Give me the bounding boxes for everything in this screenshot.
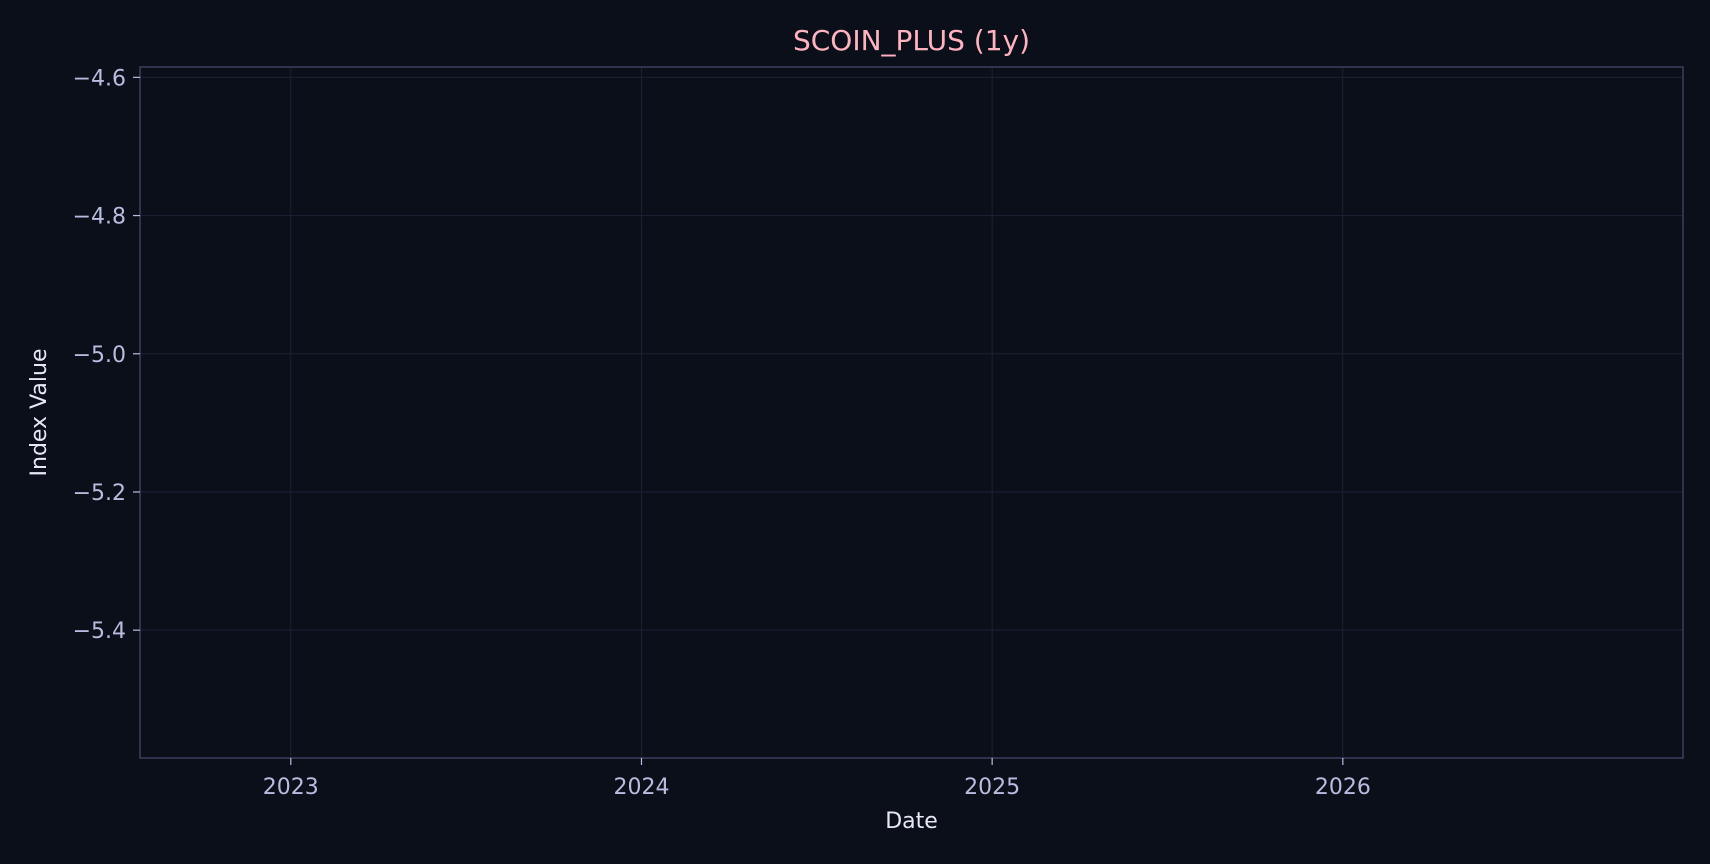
- y-axis: −4.6 −4.8 −5.0 −5.2 −5.4: [73, 66, 140, 644]
- y-tick-label: −4.6: [73, 66, 126, 91]
- plot-frame: [139, 66, 1684, 759]
- y-tick-label: −5.4: [73, 619, 126, 644]
- grid-lines: [140, 67, 1683, 758]
- y-tick-label: −5.2: [73, 481, 126, 506]
- y-tick-label: −5.0: [73, 343, 126, 368]
- x-tick-label: 2025: [964, 775, 1020, 800]
- x-tick-label: 2024: [613, 775, 669, 800]
- x-tick-label: 2023: [263, 775, 319, 800]
- x-axis: 2023 2024 2025 2026: [263, 758, 1371, 800]
- x-tick-label: 2026: [1315, 775, 1371, 800]
- plot-area: [140, 67, 1683, 758]
- x-axis-label: Date: [885, 809, 938, 834]
- chart-title: SCOIN_PLUS (1y): [793, 24, 1030, 57]
- y-axis-label: Index Value: [27, 349, 52, 477]
- y-tick-label: −4.8: [73, 205, 126, 230]
